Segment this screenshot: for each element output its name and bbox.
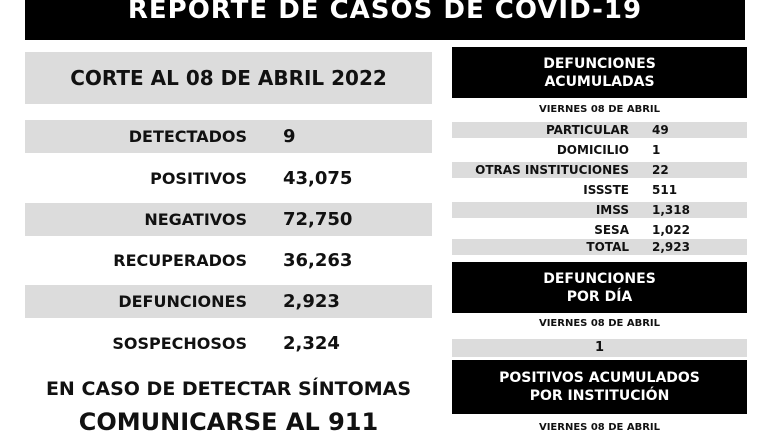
- stat-row-sospechosos: SOSPECHOSOS 2,324: [25, 327, 432, 360]
- row-value: 22: [652, 163, 669, 177]
- institution-row: PARTICULAR 49: [452, 122, 747, 138]
- row-value: 511: [652, 183, 678, 197]
- row-label: DOMICILIO: [556, 143, 629, 157]
- stat-value: 72,750: [283, 209, 353, 230]
- row-label: SESA: [594, 223, 629, 237]
- row-value: 49: [652, 123, 669, 137]
- row-value: 2,923: [652, 240, 690, 254]
- stat-label: DETECTADOS: [128, 127, 247, 146]
- date-label: VIERNES 08 DE ABRIL: [538, 422, 661, 433]
- stat-value: 9: [283, 126, 296, 147]
- stat-value: 36,263: [283, 250, 353, 271]
- institution-row: ISSSTE 511: [452, 182, 747, 198]
- row-label: TOTAL: [586, 240, 629, 254]
- stat-row-recuperados: RECUPERADOS 36,263: [25, 244, 432, 277]
- date-label: VIERNES 08 DE ABRIL: [538, 104, 661, 115]
- row-label: IMSS: [595, 203, 629, 217]
- header-line: DEFUNCIONES: [543, 55, 656, 72]
- stat-row-defunciones: DEFUNCIONES 2,923: [25, 285, 432, 318]
- defunciones-dia-header: DEFUNCIONES POR DÍA: [452, 262, 747, 313]
- institution-row: IMSS 1,318: [452, 202, 747, 218]
- stat-row-positivos: POSITIVOS 43,075: [25, 162, 432, 195]
- header-line: ACUMULADAS: [544, 73, 655, 90]
- report-title: REPORTE DE CASOS DE COVID-19: [25, 0, 745, 40]
- stat-label: SOSPECHOSOS: [112, 334, 247, 353]
- total-row: TOTAL 2,923: [452, 239, 747, 255]
- stat-value: 2,923: [283, 291, 340, 312]
- footer-line-2: COMUNICARSE AL 911: [78, 408, 379, 436]
- positivos-institucion-header: POSITIVOS ACUMULADOS POR INSTITUCIÓN: [452, 360, 747, 414]
- date-label: VIERNES 08 DE ABRIL: [538, 318, 661, 329]
- stat-label: NEGATIVOS: [144, 210, 247, 229]
- row-label: ISSSTE: [583, 183, 629, 197]
- header-line: POSITIVOS ACUMULADOS: [499, 370, 700, 386]
- row-value: 1,022: [652, 223, 690, 237]
- institution-row: DOMICILIO 1: [452, 142, 747, 158]
- header-line: POR INSTITUCIÓN: [529, 388, 670, 404]
- report-title-text: REPORTE DE CASOS DE COVID-19: [127, 0, 643, 25]
- header-line: DEFUNCIONES: [543, 270, 656, 287]
- row-value: 1: [652, 143, 661, 157]
- cutoff-date: CORTE AL 08 DE ABRIL 2022: [25, 52, 432, 104]
- row-value: 1,318: [652, 203, 690, 217]
- row-label: PARTICULAR: [545, 123, 629, 137]
- row-label: OTRAS INSTITUCIONES: [475, 163, 629, 177]
- header-line: POR DÍA: [566, 288, 633, 305]
- defunciones-dia-value: 1: [452, 339, 747, 357]
- stat-row-detectados: DETECTADOS 9: [25, 120, 432, 153]
- institution-row: SESA 1,022: [452, 222, 747, 238]
- stat-label: DEFUNCIONES: [118, 292, 247, 311]
- stat-label: POSITIVOS: [150, 169, 247, 188]
- stat-label: RECUPERADOS: [113, 251, 247, 270]
- stat-row-negativos: NEGATIVOS 72,750: [25, 203, 432, 236]
- defunciones-acumuladas-header: DEFUNCIONES ACUMULADAS: [452, 47, 747, 98]
- stat-value: 43,075: [283, 168, 353, 189]
- stat-value: 2,324: [283, 333, 340, 354]
- institution-row: OTRAS INSTITUCIONES 22: [452, 162, 747, 178]
- footer-line-1: EN CASO DE DETECTAR SÍNTOMAS: [45, 378, 412, 400]
